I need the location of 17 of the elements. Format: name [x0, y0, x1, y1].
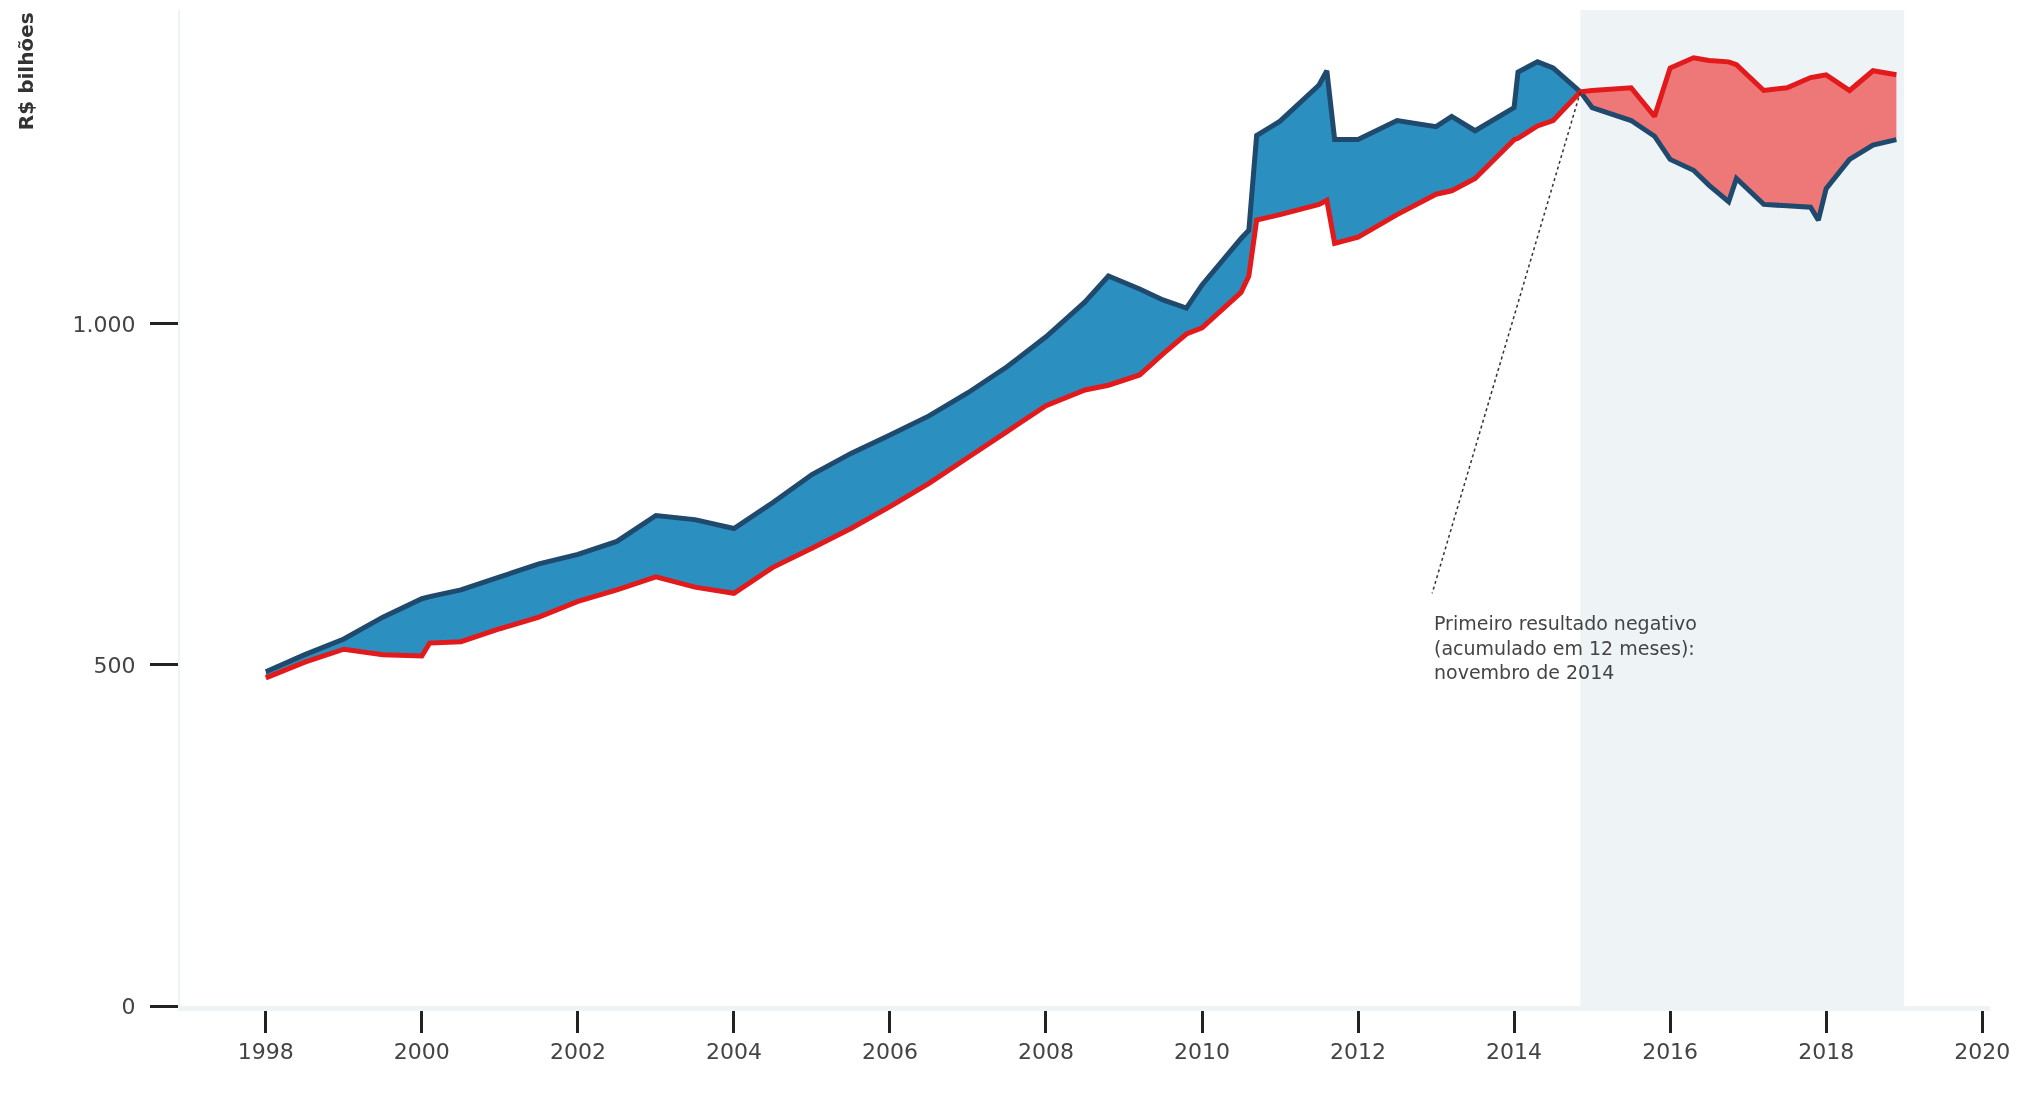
- y-axis-title: R$ bilhões: [14, 12, 39, 131]
- x-tick-label: 2006: [861, 1039, 918, 1065]
- x-tick-label: 2014: [1486, 1039, 1543, 1065]
- x-tick-label: 2018: [1798, 1039, 1855, 1065]
- x-tick-label: 2004: [705, 1039, 762, 1065]
- x-tick-label: 2008: [1017, 1039, 1074, 1065]
- x-tick-label: 2016: [1642, 1039, 1699, 1065]
- annotation: Primeiro resultado negativo (acumulado em 12 meses): novembro de 2014: [1434, 612, 1697, 684]
- y-tick-label: 500: [93, 652, 136, 678]
- x-tick-label: 2000: [393, 1039, 450, 1065]
- x-tick-label: 2012: [1330, 1039, 1387, 1065]
- x-tick-label: 2002: [549, 1039, 606, 1065]
- y-tick-label: 0: [121, 993, 136, 1019]
- x-tick-label: 1998: [237, 1039, 294, 1065]
- x-tick-label: 2010: [1174, 1039, 1231, 1065]
- y-tick-label: 1.000: [72, 311, 136, 337]
- x-tick-label: 2020: [1954, 1039, 2011, 1065]
